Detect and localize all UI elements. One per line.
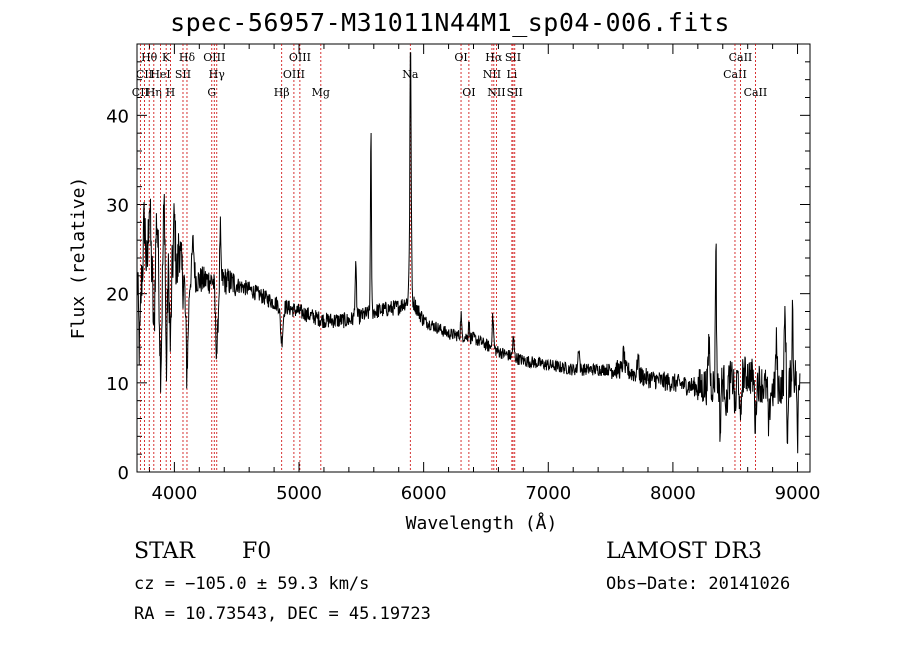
line-label: OI (462, 86, 475, 99)
line-label: Mg (312, 86, 330, 99)
x-tick-label: 5000 (276, 483, 322, 504)
spectral-subclass: F0 (242, 539, 272, 564)
line-label: Hβ (274, 86, 290, 99)
line-label: OIII (203, 51, 225, 64)
line-label: CaII (744, 86, 768, 99)
line-label: CaII (723, 68, 747, 81)
x-tick-label: 9000 (775, 483, 821, 504)
line-label: H (166, 86, 176, 99)
line-label: SII (507, 86, 523, 99)
observation-date: Obs−Date: 20141026 (606, 574, 791, 594)
line-label: SII (175, 68, 191, 81)
y-axis-label: Flux (relative) (68, 177, 89, 340)
x-tick-label: 4000 (151, 483, 197, 504)
line-label: Hα (485, 51, 503, 64)
line-label: NII (483, 68, 501, 81)
line-label: G (207, 86, 216, 99)
x-axis-label: Wavelength (Å) (406, 512, 558, 534)
spectrum-flux-line (136, 52, 801, 454)
y-tick-label: 40 (106, 106, 129, 127)
redshift-velocity: cz = −105.0 ± 59.3 km/s (134, 574, 370, 594)
y-tick-label: 0 (118, 463, 129, 484)
line-label: Hθ (141, 51, 158, 64)
line-label: HeI (150, 68, 170, 81)
y-tick-label: 30 (106, 196, 129, 217)
x-tick-label: 8000 (650, 483, 696, 504)
line-label: Hδ (179, 51, 196, 64)
plot-frame (136, 43, 811, 473)
line-label: Li (506, 68, 517, 81)
y-tick-label: 20 (106, 285, 129, 306)
chart-title: spec-56957-M31011N44M1_sp04-006.fits (170, 8, 730, 37)
object-class: STAR (134, 539, 195, 564)
line-label: CII (136, 68, 153, 81)
line-label: OIII (289, 51, 311, 64)
x-tick-label: 6000 (401, 483, 447, 504)
sky-coordinates: RA = 10.73543, DEC = 45.19723 (134, 604, 431, 624)
line-label: NII (487, 86, 505, 99)
line-label: SII (505, 51, 521, 64)
line-label: Hη (146, 86, 162, 99)
survey-name: LAMOST DR3 (606, 539, 762, 564)
x-tick-label: 7000 (525, 483, 571, 504)
line-label: Hγ (209, 68, 226, 81)
y-tick-label: 10 (106, 374, 129, 395)
line-label: K (162, 51, 171, 64)
line-label: OIII (283, 68, 305, 81)
line-label: CaII (729, 51, 753, 64)
line-label: OI (454, 51, 467, 64)
